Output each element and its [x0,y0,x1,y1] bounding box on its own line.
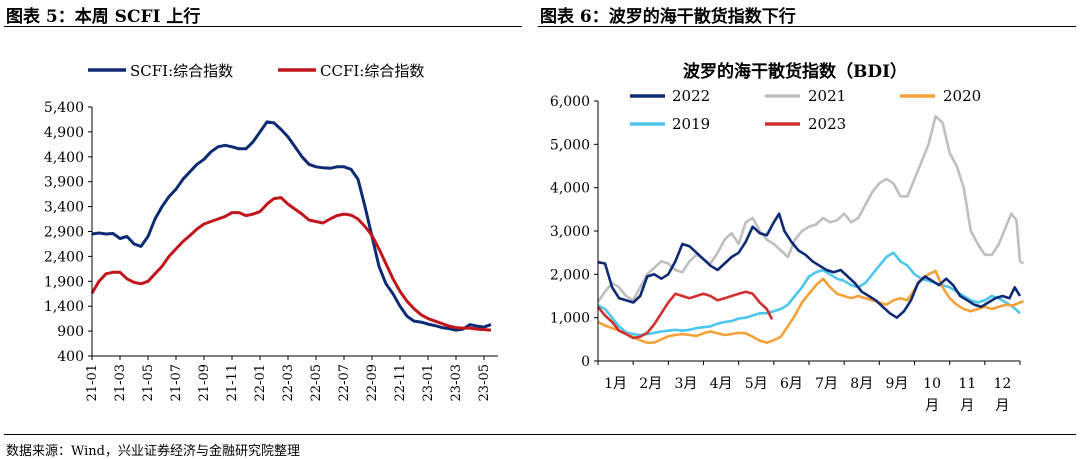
x-tick-label: 22-01 [253,364,268,401]
x-tick-label: 21-05 [141,364,156,401]
x-tick-label: 21-03 [113,364,128,401]
series-line-2022 [597,212,1022,320]
bdi-chart-title: 波罗的海干散货指数（BDI） [683,61,907,82]
series-line-2023 [596,290,774,340]
legend-label-2021: 2021 [808,87,846,105]
x-tick-label: 22-03 [281,364,296,401]
y-tick-label: 4,000 [550,181,590,197]
scfi-legend: SCFI:综合指数 CCFI:综合指数 [88,62,424,80]
legend-label-2020: 2020 [943,87,981,105]
series-line-ccfi [90,196,492,332]
y-tick-label: 4,900 [44,125,84,141]
left-title-rule [4,26,522,27]
y-tick-label: 900 [57,324,84,340]
x-tick-label: 22-07 [337,364,352,401]
right-title-rule [538,26,1076,27]
series-line-2020 [597,269,1024,345]
x-tick-label: 4月 [710,376,733,392]
y-tick-label: 4,400 [44,150,84,166]
x-tick-label: 8月 [850,376,873,392]
y-tick-label: 1,900 [44,274,84,290]
series-line-2021 [596,114,1025,303]
y-tick-label: 3,900 [44,175,84,191]
x-tick-label: 21-09 [197,364,212,401]
data-source-note: 数据来源：Wind，兴业证券经济与金融研究院整理 [6,444,300,459]
x-tick-label: 6月 [780,376,803,392]
y-tick-label: 2,900 [44,225,84,241]
y-tick-label: 1,000 [550,311,590,327]
series-line-2019 [597,251,1021,337]
x-tick-label: 23-03 [449,364,464,401]
bdi-y-axis-ticks: 0 1,000 2,000 3,000 4,000 5,000 6,000 [550,94,598,370]
x-tick-label: 1月 [604,376,627,392]
x-tick-label: 7月 [815,376,838,392]
y-tick-label: 5,000 [550,137,590,153]
legend-label-2023: 2023 [808,115,846,133]
x-tick-label: 9月 [885,376,908,392]
scfi-ccfi-chart: SCFI:综合指数 CCFI:综合指数 400 900 1,400 1,900 2,40… [44,62,498,401]
x-tick-label: 3月 [674,376,697,392]
x-tick-label: 2月 [639,376,662,392]
source-rule [4,434,1076,435]
series-line-scfi [91,120,492,332]
y-tick-label: 3,000 [550,224,590,240]
y-tick-label: 1,400 [44,299,84,315]
y-tick-label: 0 [581,354,590,370]
x-tick-label: 5月 [745,376,768,392]
x-tick-label: 22-05 [309,364,324,401]
scfi-series-lines [90,120,492,332]
x-tick-label: 22-11 [393,364,408,401]
scfi-y-axis-ticks: 400 900 1,400 1,900 2,400 2,900 3,400 3,900 4,40… [44,100,92,365]
x-tick-label: 10 月 [923,376,941,414]
bdi-x-axis-ticks: 1月 2月 3月 4月 5月 6月 7月 8月 9月 10 月 11 月 12 月 [597,361,1021,414]
legend-label-ccfi: CCFI:综合指数 [320,62,424,80]
scfi-x-axis-ticks: 21-01 21-03 21-05 21-07 21-09 21-11 22-01 22-03… [85,356,492,401]
bdi-series-lines [596,114,1025,345]
x-tick-label: 22-09 [365,364,380,401]
y-tick-label: 400 [57,349,84,365]
x-tick-label: 12 月 [994,376,1012,414]
legend-label-2022: 2022 [672,87,710,105]
y-tick-label: 6,000 [550,94,590,110]
x-tick-label: 21-11 [225,364,240,401]
left-figure-title: 图表 5：本周 SCFI 上行 [6,7,201,27]
legend-label-2019: 2019 [672,115,710,133]
x-tick-label: 23-01 [421,364,436,401]
y-tick-label: 5,400 [44,100,84,116]
legend-label-scfi: SCFI:综合指数 [130,62,233,80]
x-tick-label: 21-07 [169,364,184,401]
x-tick-label: 23-05 [477,364,492,401]
bdi-legend: 2022 2021 2020 2019 2023 [630,87,981,133]
x-tick-label: 11 月 [958,376,976,414]
x-tick-label: 21-01 [85,364,100,401]
y-tick-label: 2,400 [44,249,84,265]
y-tick-label: 3,400 [44,200,84,216]
right-figure-title: 图表 6：波罗的海干散货指数下行 [540,7,796,27]
bdi-chart: 波罗的海干散货指数（BDI） 0 1,000 2,000 3,000 4,000 5,00… [550,61,1025,414]
y-tick-label: 2,000 [550,267,590,283]
